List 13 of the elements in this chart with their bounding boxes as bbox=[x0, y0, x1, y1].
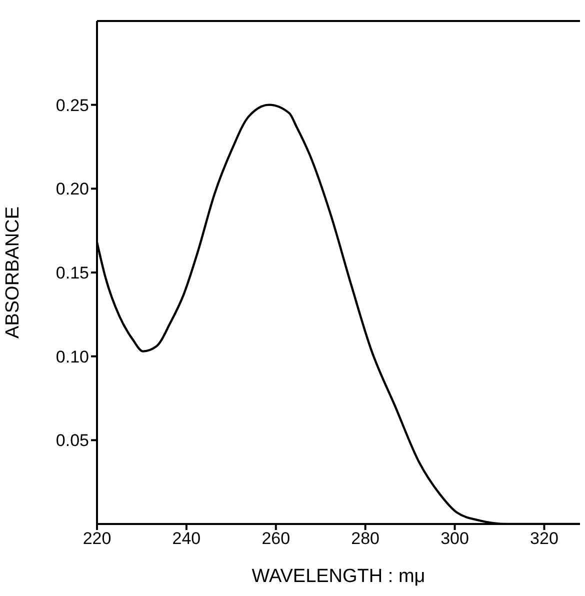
y-axis-title: ABSORBANCE bbox=[2, 206, 24, 338]
y-tick-label: 0.20 bbox=[56, 180, 89, 199]
x-tick-label: 240 bbox=[172, 529, 201, 548]
y-tick-label: 0.25 bbox=[56, 96, 89, 115]
y-tick-label: 0.10 bbox=[56, 347, 89, 366]
y-tick-label: 0.15 bbox=[56, 264, 89, 283]
x-tick-label: 300 bbox=[440, 529, 469, 548]
x-tick-label: 280 bbox=[351, 529, 380, 548]
x-tick-label: 220 bbox=[82, 529, 112, 548]
x-axis-title: WAVELENGTH : mμ bbox=[252, 566, 426, 587]
y-tick-label: 0.05 bbox=[56, 431, 89, 450]
x-tick-label: 320 bbox=[530, 529, 558, 548]
x-tick-label: 260 bbox=[262, 529, 290, 548]
